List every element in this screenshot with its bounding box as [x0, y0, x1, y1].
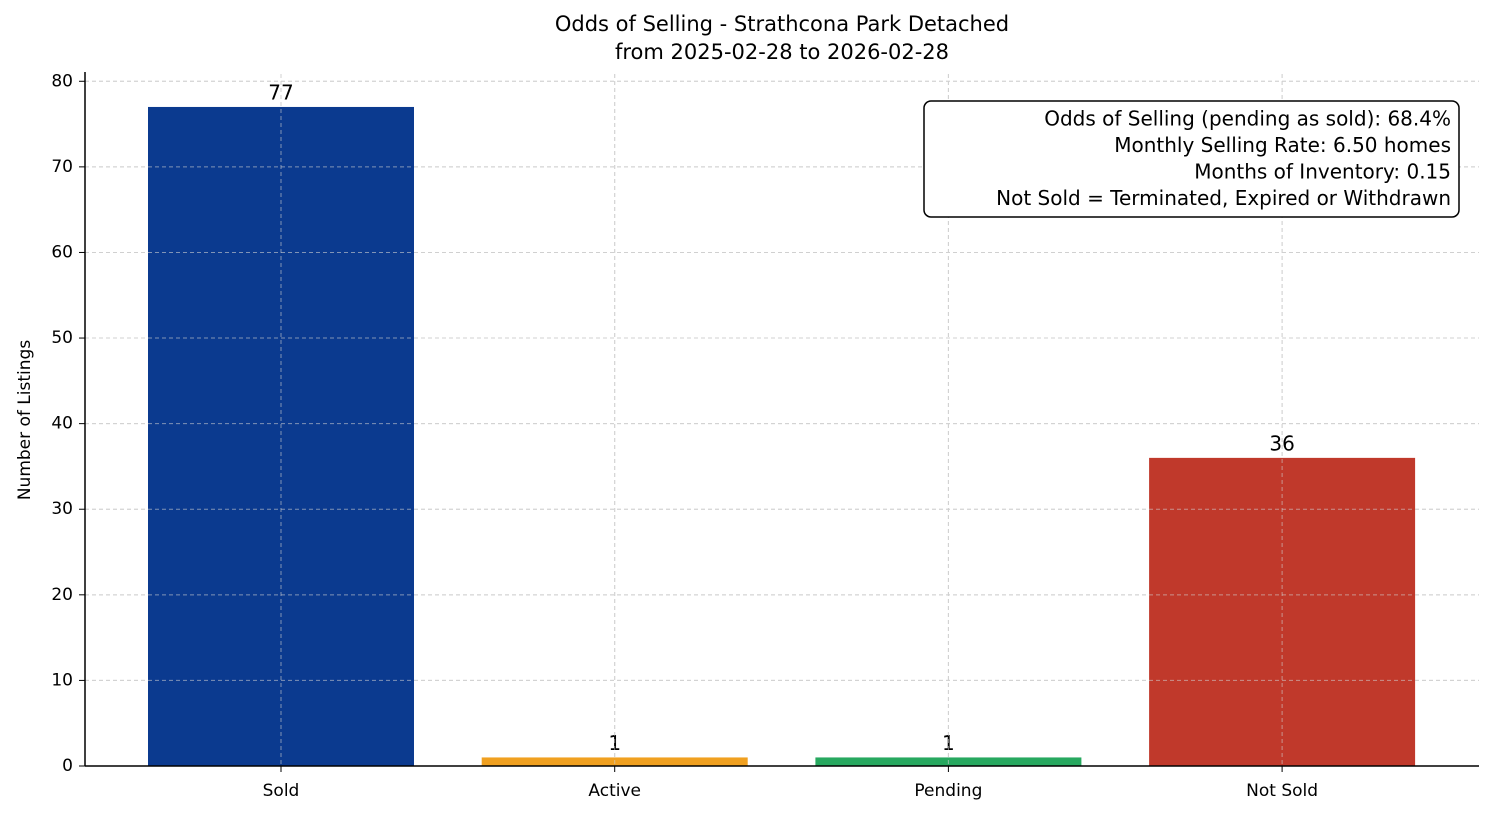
- y-tick-label: 20: [51, 585, 73, 605]
- x-tick-label: Active: [588, 781, 641, 801]
- y-tick-label: 0: [62, 756, 73, 776]
- y-axis-label: Number of Listings: [15, 340, 35, 500]
- x-tick-label: Not Sold: [1246, 781, 1318, 801]
- y-tick-label: 40: [51, 414, 73, 434]
- annotation-line: Months of Inventory: 0.15: [1194, 160, 1451, 184]
- y-tick-label: 60: [51, 242, 73, 262]
- bar: [148, 106, 414, 766]
- annotation-line: Not Sold = Terminated, Expired or Withdr…: [996, 186, 1451, 210]
- y-tick-label: 70: [51, 157, 73, 177]
- y-tick-label: 10: [51, 670, 73, 690]
- y-tick-label: 30: [51, 499, 73, 519]
- annotation-line: Monthly Selling Rate: 6.50 homes: [1114, 133, 1451, 157]
- value-label: 36: [1269, 431, 1294, 455]
- annotation-box: [923, 100, 1460, 218]
- chart-title: Odds of Selling - Strathcona Park Detach…: [555, 12, 1009, 36]
- annotation-line: Odds of Selling (pending as sold): 68.4%: [1044, 107, 1451, 131]
- y-tick-label: 80: [51, 71, 73, 91]
- x-tick-label: Sold: [263, 781, 300, 801]
- chart-subtitle: from 2025-02-28 to 2026-02-28: [615, 40, 949, 64]
- x-tick-label: Pending: [914, 781, 982, 801]
- y-tick-label: 50: [51, 328, 73, 348]
